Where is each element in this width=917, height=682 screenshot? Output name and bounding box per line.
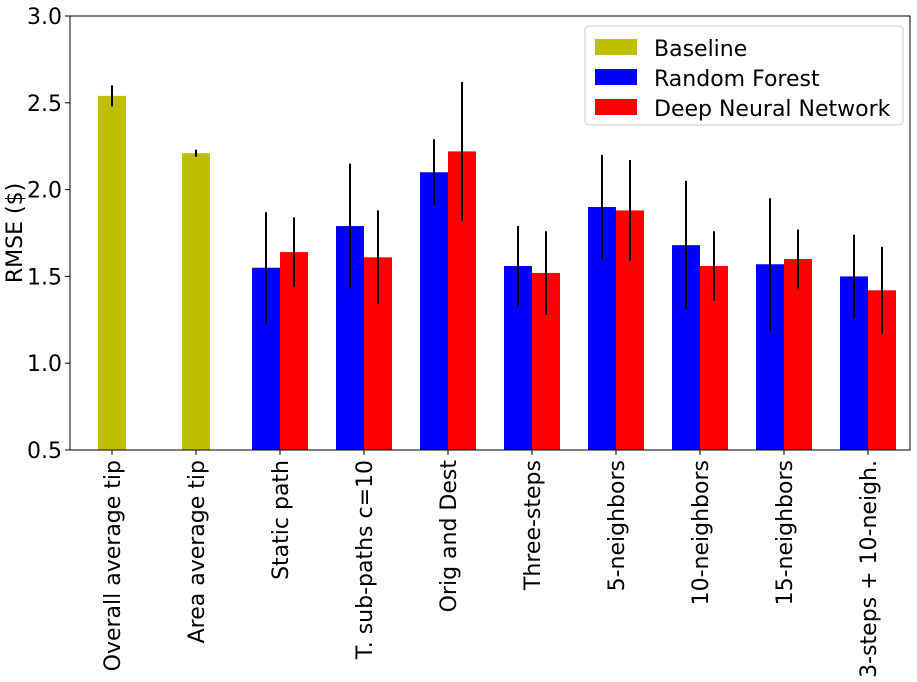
y-tick-label: 2.0 [27, 179, 62, 204]
x-tick-label: 10-neighbors [689, 460, 714, 605]
legend: Baseline Random Forest Deep Neural Network [584, 25, 904, 126]
x-tick-label: Static path [269, 460, 294, 580]
y-tick-label: 0.5 [27, 439, 62, 464]
legend-swatch [595, 39, 637, 55]
y-tick-label: 1.0 [27, 352, 62, 377]
bar-baseline [182, 153, 210, 451]
x-tick-label: 3-steps + 10-neigh. [857, 460, 882, 678]
legend-swatch [595, 99, 637, 115]
x-tick-label: Three-steps [521, 460, 546, 591]
y-axis-label: RMSE ($) [3, 183, 28, 283]
error-bars-group [111, 81, 883, 334]
y-tick-label: 1.5 [27, 265, 62, 290]
legend-label: Baseline [654, 37, 747, 62]
y-tick-label: 2.5 [27, 92, 62, 117]
bars-group [98, 95, 896, 451]
plot-frame [69, 15, 911, 451]
bar-baseline [98, 95, 126, 450]
legend-label: Deep Neural Network [654, 97, 891, 122]
bar-random-forest [420, 172, 448, 451]
x-tick-label: T. sub-paths c=10 [353, 460, 378, 660]
y-axis: 0.5 1.0 1.5 2.0 2.5 3.0 [27, 5, 70, 464]
y-tick-label: 3.0 [27, 5, 62, 30]
x-tick-label: Overall average tip [101, 460, 126, 671]
x-tick-label: 5-neighbors [605, 460, 630, 591]
x-tick-label: Area average tip [185, 460, 210, 643]
x-tick-label: Orig and Dest [437, 460, 462, 613]
bar-deep-neural-network [784, 259, 812, 450]
x-tick-label: 15-neighbors [773, 460, 798, 605]
legend-swatch [595, 69, 637, 85]
legend-label: Random Forest [654, 67, 820, 92]
x-axis: Overall average tip Area average tip Stati… [101, 450, 882, 678]
legend-box [584, 25, 904, 126]
